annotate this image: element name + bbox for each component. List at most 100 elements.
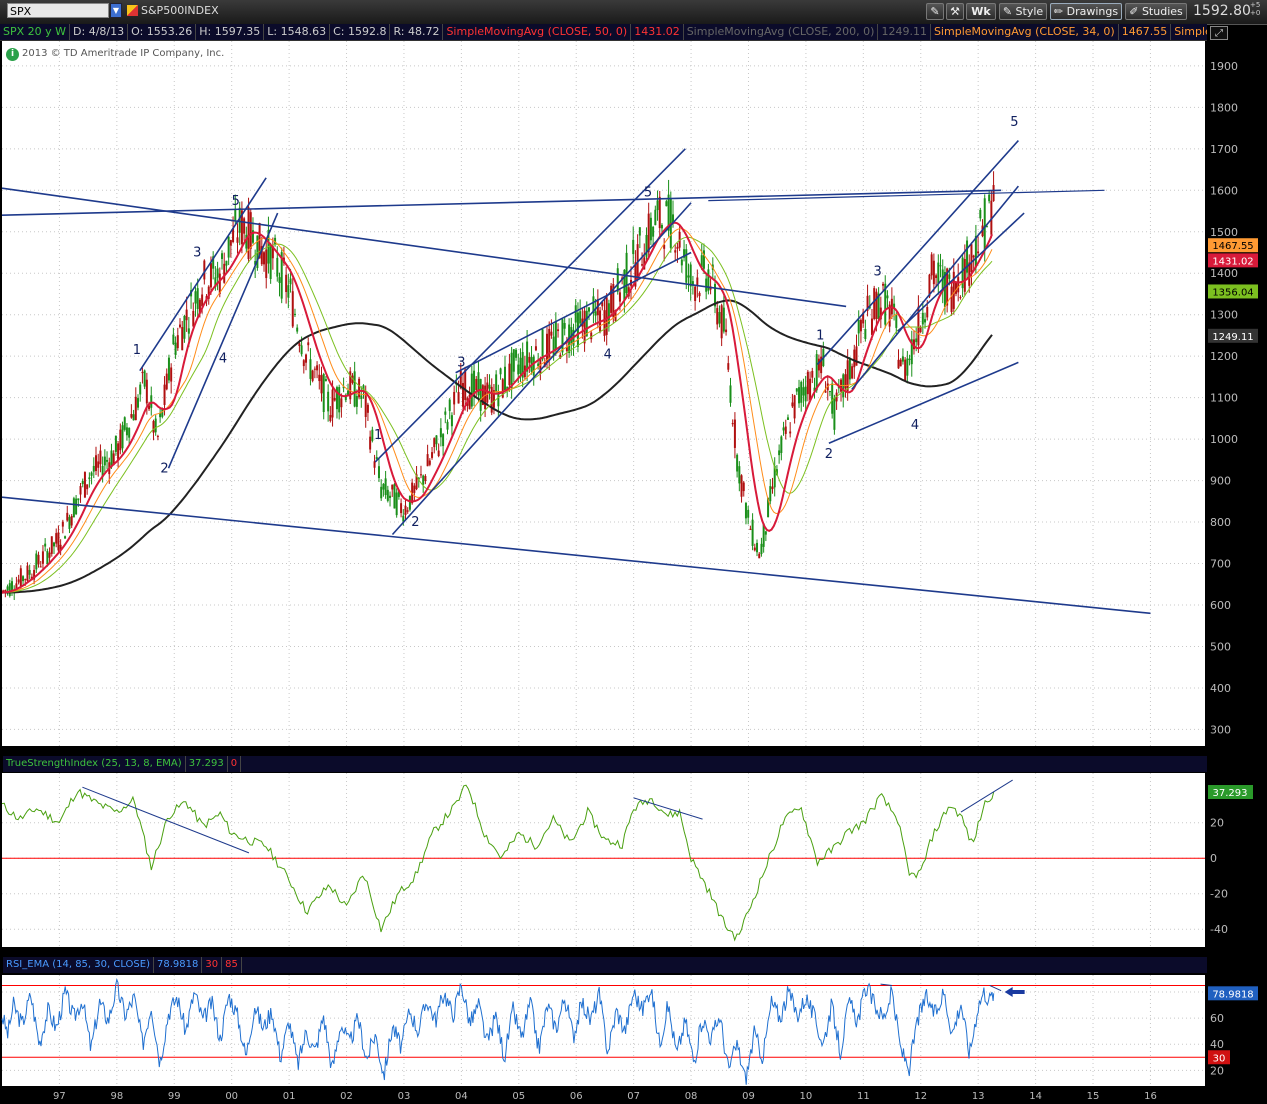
candle-body	[669, 198, 672, 248]
candle-body	[616, 268, 619, 292]
candle-body	[588, 307, 591, 312]
rsi-trendline	[880, 983, 893, 986]
wrench-icon[interactable]: ⚒	[946, 3, 964, 20]
candle-body	[859, 319, 862, 332]
candle-body	[291, 291, 294, 327]
candle-body	[557, 329, 560, 332]
candle-body	[610, 285, 613, 313]
x-tick-label: 16	[1144, 1091, 1157, 1102]
copyright: i 2013 © TD Ameritrade IP Company, Inc.	[6, 48, 224, 61]
candle-body	[81, 480, 84, 485]
candle-body	[815, 354, 818, 391]
candle-body	[439, 428, 442, 438]
candle-body	[141, 372, 144, 374]
candle-body	[39, 566, 42, 568]
price-trendline	[828, 361, 1019, 445]
candle-body	[41, 551, 44, 564]
candle-body	[634, 262, 637, 287]
wave-label: 2	[825, 447, 833, 462]
candle-body	[448, 399, 451, 411]
candle-body	[720, 305, 723, 339]
symbol-dropdown-icon[interactable]: ▼	[110, 3, 122, 18]
candle-body	[453, 391, 456, 405]
rsi-tick-label: 60	[1210, 1012, 1224, 1025]
candle-body	[667, 194, 670, 231]
candle-body	[106, 459, 109, 462]
candle-body	[344, 394, 347, 401]
candle-body	[497, 391, 500, 407]
candle-body	[820, 356, 823, 374]
candle-body	[594, 311, 597, 316]
candle-body	[906, 358, 909, 376]
candle-body	[855, 346, 858, 366]
x-tick-label: 06	[570, 1091, 583, 1102]
symbol-input[interactable]: SPX	[7, 3, 109, 18]
candle-body	[362, 385, 365, 391]
wave-label: 4	[219, 351, 227, 366]
candle-body	[647, 213, 650, 253]
candle-body	[422, 475, 425, 485]
studies-button[interactable]: ✐ Studies	[1125, 3, 1187, 20]
bar-date: D: 4/8/13	[70, 24, 129, 40]
candle-body	[300, 345, 303, 355]
drawings-button[interactable]: ✏ Drawings	[1050, 3, 1122, 20]
wave-label: 3	[874, 264, 882, 279]
rsi-line	[1, 978, 995, 1085]
candle-body	[329, 415, 332, 422]
info-icon[interactable]: i	[6, 48, 19, 61]
price-tick-label: 300	[1210, 723, 1231, 736]
candle-body	[258, 222, 261, 259]
candle-body	[117, 443, 120, 460]
candle-body	[307, 342, 310, 346]
candle-body	[904, 359, 907, 381]
candle-body	[44, 543, 47, 547]
price-label: 1356.04	[1212, 287, 1253, 298]
candle-body	[778, 450, 781, 456]
candle-body	[353, 371, 356, 407]
wave-label: 2	[160, 461, 168, 476]
candle-body	[901, 356, 904, 362]
wk-button[interactable]: Wk	[966, 3, 996, 20]
candle-body	[103, 456, 106, 466]
candle-body	[366, 404, 369, 413]
candle-body	[148, 405, 151, 410]
price-tick-label: 900	[1210, 475, 1231, 488]
candle-body	[528, 356, 531, 363]
crosshair-tool-icon[interactable]: ✎	[926, 3, 944, 20]
candle-body	[15, 583, 18, 592]
price-tick-label: 400	[1210, 682, 1231, 695]
candle-body	[747, 509, 750, 518]
candle-body	[775, 469, 778, 476]
candle-body	[873, 288, 876, 320]
candle-body	[33, 569, 36, 580]
candle-body	[512, 349, 515, 372]
candle-body	[563, 322, 566, 329]
candle-body	[977, 251, 980, 254]
candle-body	[877, 293, 880, 320]
candle-body	[55, 533, 58, 544]
candle-body	[276, 257, 279, 277]
candle-body	[194, 291, 197, 304]
style-button[interactable]: ✎ Style	[999, 3, 1047, 20]
expand-icon[interactable]: ⤢	[1210, 26, 1228, 40]
candle-body	[247, 207, 250, 260]
candle-body	[846, 360, 849, 392]
rsi-lower: 30	[202, 957, 223, 973]
candle-body	[771, 486, 774, 490]
candle-body	[404, 505, 407, 516]
pencil-icon: ✏	[1053, 5, 1064, 18]
price-trendline	[455, 251, 692, 374]
candle-body	[384, 478, 387, 496]
candle-body	[537, 363, 540, 367]
x-tick-label: 14	[1029, 1091, 1042, 1102]
tsi-zero: 0	[228, 756, 242, 772]
candle-body	[813, 387, 816, 392]
candle-body	[342, 386, 345, 389]
candle-body	[285, 274, 288, 293]
top-toolbar: SPX ▼ S&P500INDEX ✎ ⚒ Wk ✎ Style ✏ Drawi…	[0, 0, 1267, 25]
candle-body	[764, 531, 767, 535]
price-pane-axis-strip	[1205, 41, 1267, 746]
candle-body	[930, 254, 933, 276]
candle-body	[101, 465, 104, 478]
